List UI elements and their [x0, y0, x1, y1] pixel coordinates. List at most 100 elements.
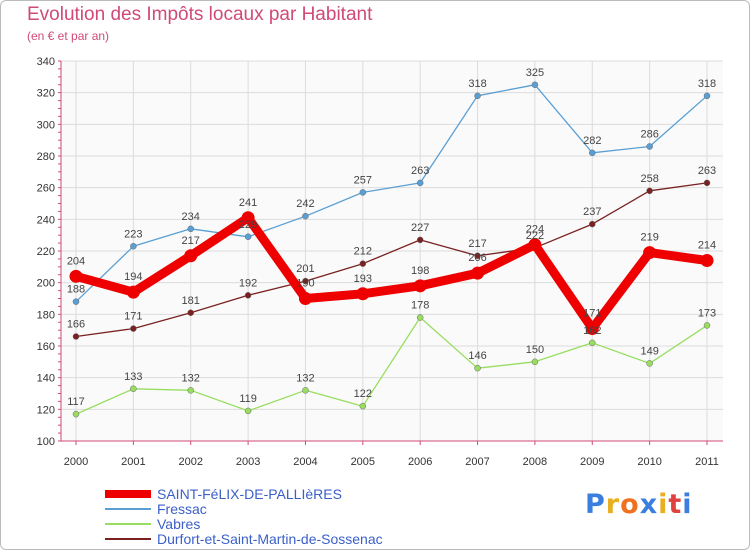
y-tick-label: 220 [37, 246, 55, 258]
data-label: 201 [296, 263, 314, 275]
x-tick-label: 2010 [637, 456, 661, 468]
data-label: 178 [411, 300, 429, 312]
data-label: 193 [354, 273, 372, 285]
data-label: 206 [468, 252, 486, 264]
x-tick-label: 2009 [580, 456, 604, 468]
data-point [589, 339, 596, 347]
data-point [241, 211, 255, 225]
data-label: 219 [640, 232, 658, 244]
data-point [413, 279, 427, 293]
data-label: 188 [67, 284, 85, 296]
data-point [589, 220, 596, 228]
y-tick-label: 100 [37, 436, 55, 448]
logo-letter: i [682, 489, 693, 520]
data-label: 181 [182, 295, 200, 307]
data-point [187, 387, 194, 394]
data-point [130, 385, 137, 392]
data-label: 194 [124, 271, 142, 283]
data-point [130, 325, 137, 332]
data-label: 171 [124, 311, 142, 323]
data-point [302, 212, 309, 220]
y-tick-label: 120 [37, 404, 55, 416]
data-point [589, 149, 596, 157]
data-label: 242 [296, 198, 314, 210]
data-point [244, 407, 252, 415]
data-point [703, 322, 711, 329]
data-point [359, 189, 367, 196]
data-point [703, 179, 711, 187]
y-tick-label: 300 [37, 119, 55, 131]
legend-item-saint-felix: SAINT-FéLIX-DE-PALLIèRES [105, 486, 342, 502]
data-point [244, 233, 252, 240]
data-label: 222 [526, 230, 544, 242]
data-label: 325 [526, 67, 544, 79]
x-tick-label: 2004 [293, 456, 317, 468]
y-tick-label: 340 [37, 56, 55, 68]
data-point [69, 269, 83, 283]
data-label: 133 [124, 371, 142, 383]
data-label: 227 [411, 222, 429, 234]
legend-swatch [105, 508, 151, 510]
logo-letter: o [620, 489, 640, 520]
data-label: 132 [296, 372, 314, 384]
data-label: 263 [698, 165, 716, 177]
data-point [531, 81, 539, 88]
data-point [130, 243, 137, 250]
data-point [646, 143, 653, 150]
data-point [244, 292, 252, 299]
data-label: 132 [182, 372, 200, 384]
data-label: 214 [698, 240, 716, 252]
x-tick-label: 2003 [236, 456, 260, 468]
data-point [416, 179, 424, 187]
data-label: 286 [640, 129, 658, 141]
data-label: 173 [698, 307, 716, 319]
legend-item-durfort: Durfort-et-Saint-Martin-de-Sossenac [105, 531, 383, 547]
data-label: 149 [640, 345, 658, 357]
data-label: 204 [67, 255, 85, 267]
data-label: 241 [239, 197, 257, 209]
y-tick-label: 240 [37, 214, 55, 226]
series-line-2 [75, 316, 708, 415]
data-point [302, 387, 309, 394]
x-tick-label: 2011 [695, 456, 719, 468]
data-label: 117 [67, 396, 85, 408]
proxiti-logo: Proxiti [585, 489, 693, 520]
x-tick-label: 2005 [351, 456, 375, 468]
data-label: 217 [182, 235, 200, 247]
chart-title: Evolution des Impôts locaux par Habitant [27, 4, 373, 25]
data-label: 146 [468, 350, 486, 362]
y-tick-label: 260 [37, 183, 55, 195]
data-point [187, 309, 194, 316]
data-point [703, 92, 711, 100]
data-point [643, 246, 657, 260]
data-point [531, 358, 539, 366]
logo-letter: i [658, 489, 669, 520]
data-label: 258 [640, 173, 658, 185]
data-label: 223 [124, 228, 142, 240]
data-label: 318 [698, 78, 716, 90]
data-label: 263 [411, 165, 429, 177]
data-label: 166 [67, 319, 85, 331]
data-point [359, 402, 367, 410]
x-tick-label: 2007 [465, 456, 489, 468]
data-point [302, 277, 309, 285]
data-label: 318 [468, 78, 486, 90]
logo-letter: r [605, 489, 621, 520]
data-point [474, 364, 481, 372]
chart-subtitle: (en € et par an) [27, 29, 110, 43]
data-point [471, 266, 485, 280]
data-point [700, 254, 714, 267]
logo-letter: x [639, 489, 659, 520]
y-tick-label: 160 [37, 341, 55, 353]
data-point [416, 314, 424, 321]
series-line-1 [75, 84, 708, 303]
data-point [646, 187, 653, 195]
data-label: 257 [354, 174, 372, 186]
series-line-0 [71, 213, 712, 334]
y-tick-label: 320 [37, 88, 55, 100]
data-point [416, 236, 424, 244]
data-label: 192 [239, 277, 257, 289]
x-tick-label: 2002 [178, 456, 202, 468]
legend-label: Vabres [157, 516, 201, 532]
